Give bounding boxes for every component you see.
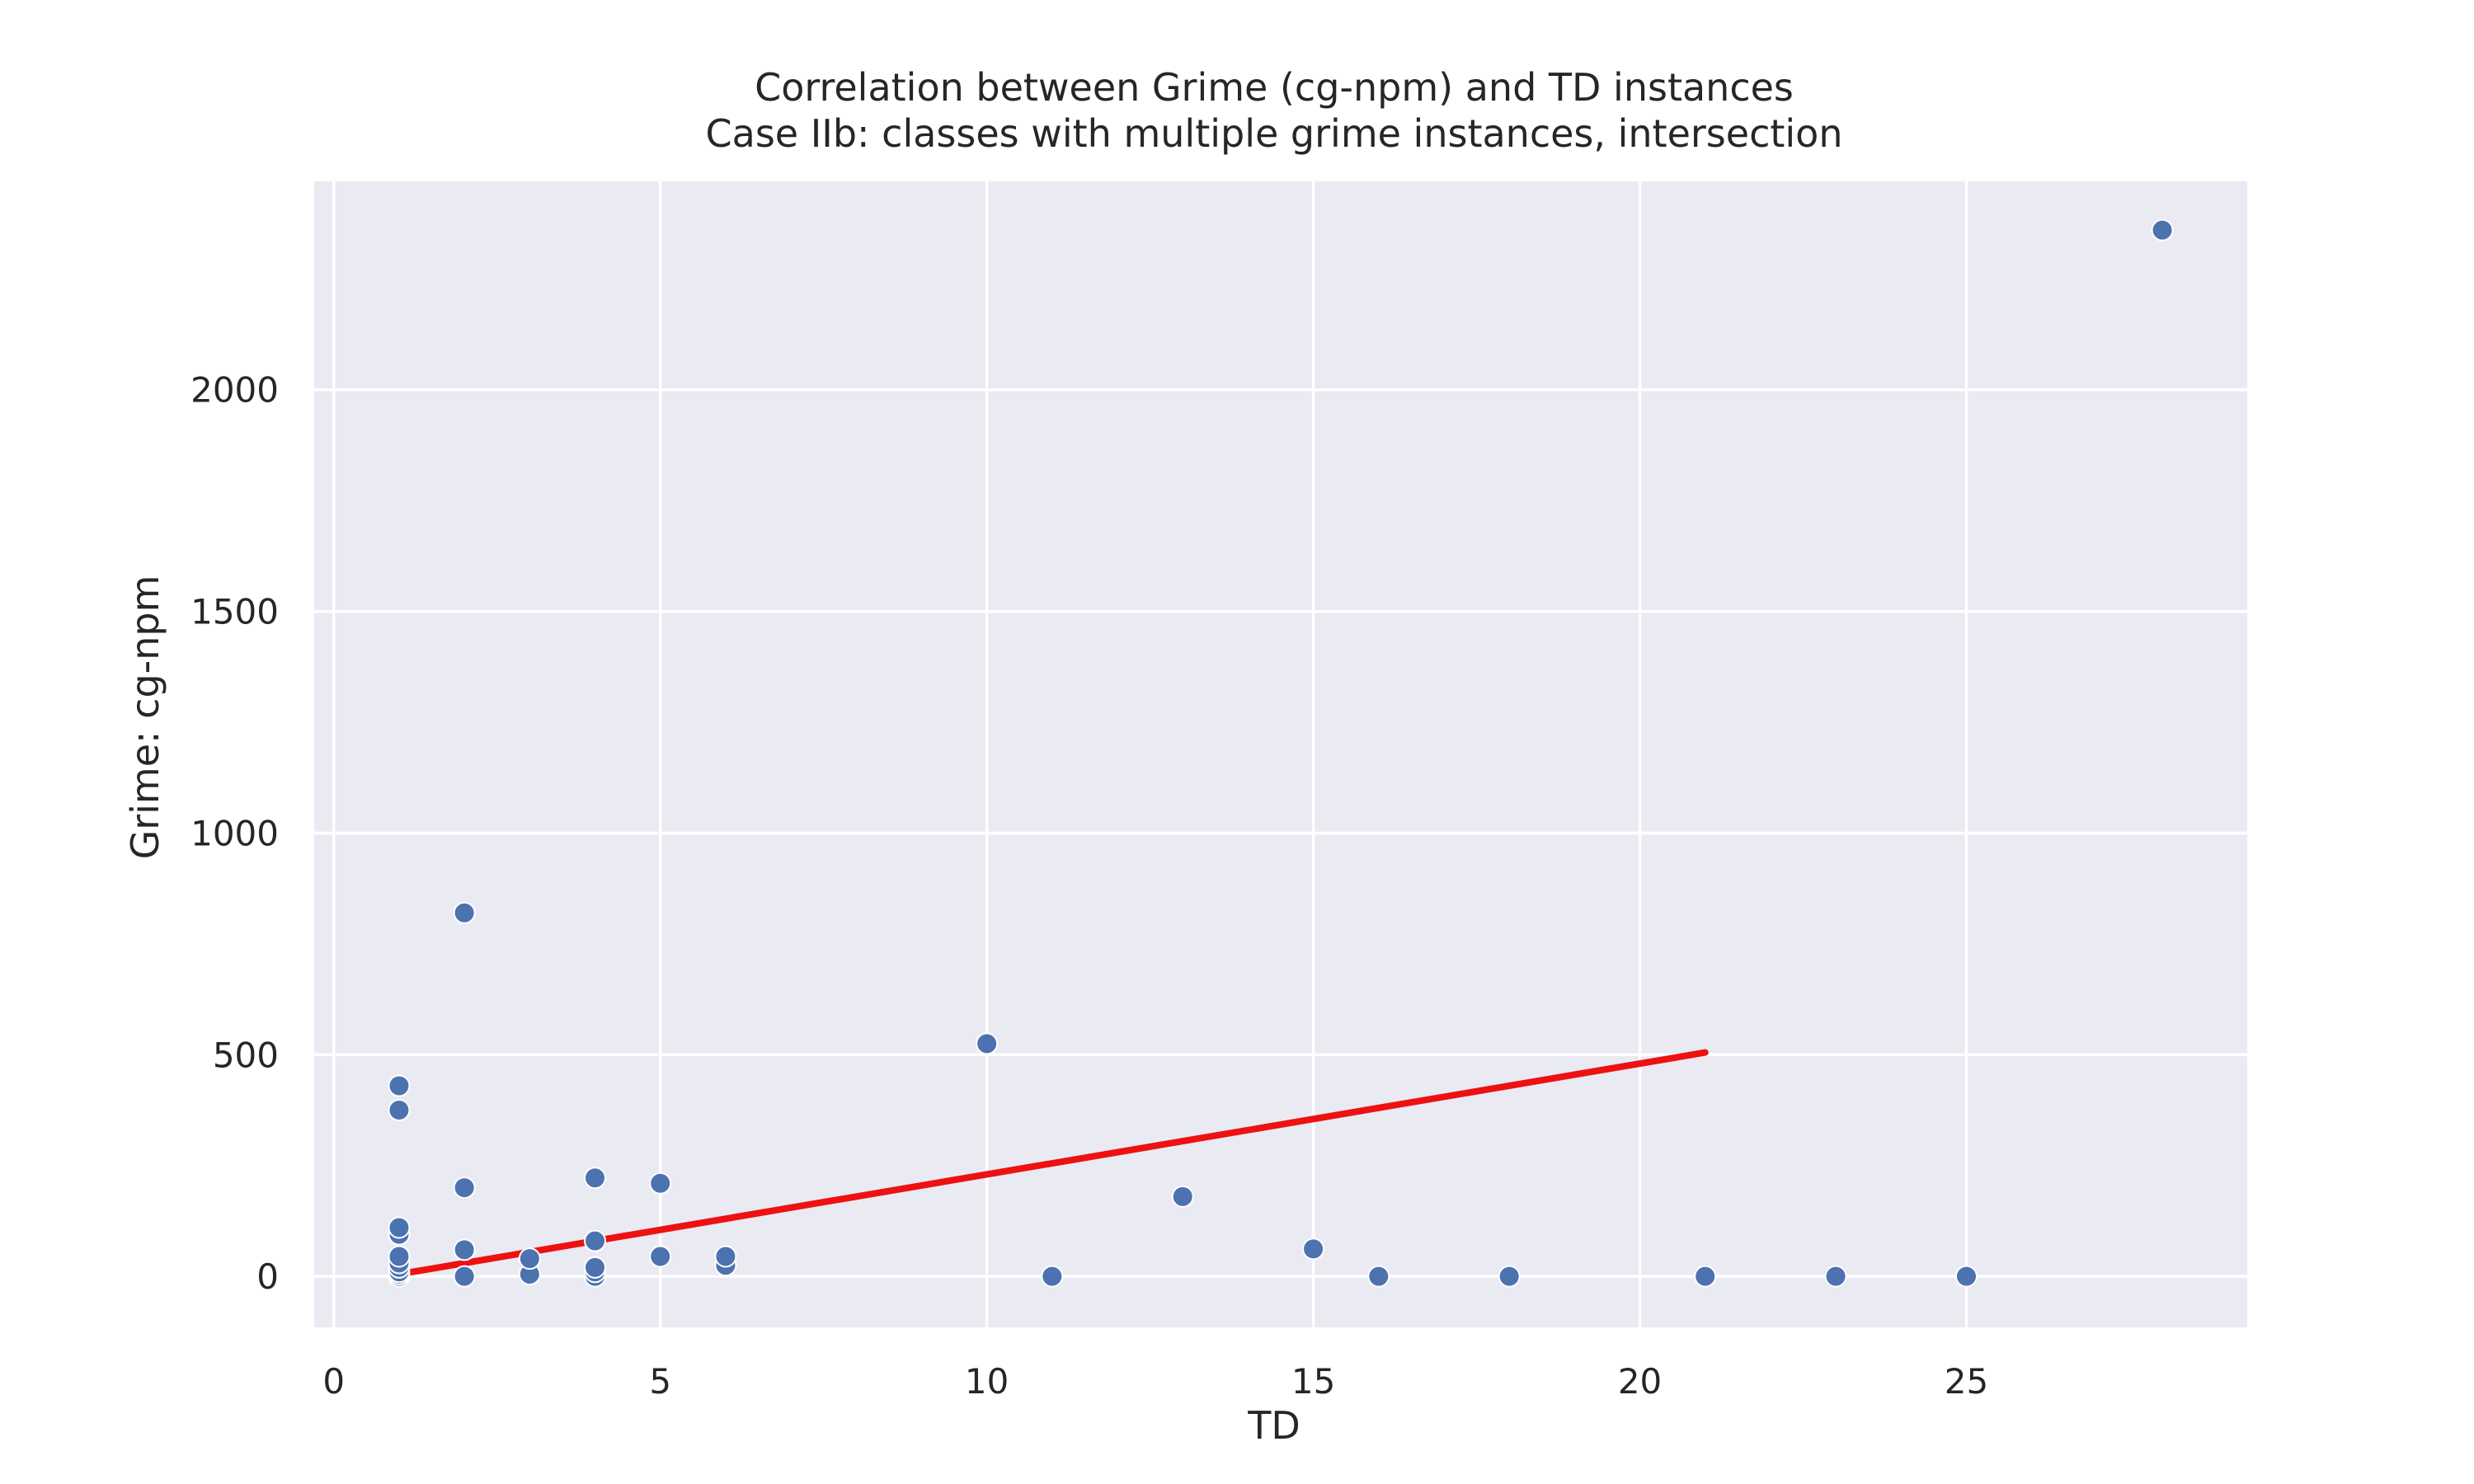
- y-tick-label: 1500: [190, 592, 279, 632]
- scatter-point: [584, 1229, 607, 1252]
- scatter-point: [453, 1265, 476, 1288]
- grid-lines: [314, 181, 2247, 1327]
- chart-subtitle: Case IIb: classes with multiple grime in…: [706, 111, 1843, 156]
- x-tick-label: 5: [649, 1361, 671, 1402]
- scatter-point: [388, 1245, 411, 1268]
- regression-layer: [395, 1049, 1709, 1278]
- scatter-point: [388, 1216, 411, 1239]
- x-tick-label: 20: [1618, 1361, 1662, 1402]
- scatter-points: [388, 218, 2174, 1288]
- scatter-point: [1367, 1265, 1390, 1288]
- x-axis-label: TD: [1247, 1403, 1300, 1448]
- scatter-point: [388, 1074, 411, 1097]
- x-tick-label: 25: [1945, 1361, 1988, 1402]
- scatter-point: [2151, 218, 2174, 242]
- scatter-point: [518, 1247, 541, 1270]
- chart-title: Correlation between Grime (cg-npm) and T…: [755, 65, 1794, 110]
- scatter-point: [1954, 1265, 1978, 1288]
- scatter-point: [584, 1167, 607, 1190]
- regression-line: [395, 1049, 1709, 1278]
- y-tick-label: 2000: [190, 370, 279, 411]
- scatter-point: [1498, 1265, 1521, 1288]
- y-tick-label: 500: [213, 1035, 279, 1075]
- x-tick-label: 0: [322, 1361, 345, 1402]
- scatter-point: [649, 1245, 672, 1268]
- x-tick-labels: 0 5 10 15 20 25: [322, 1361, 1988, 1402]
- y-tick-labels: 0 500 1000 1500 2000: [190, 370, 279, 1297]
- scatter-point: [1824, 1265, 1847, 1288]
- scatter-point: [649, 1172, 672, 1195]
- y-axis-label: Grime: cg-npm: [123, 575, 167, 860]
- x-tick-label: 10: [965, 1361, 1009, 1402]
- scatter-point: [584, 1256, 607, 1279]
- y-tick-label: 1000: [190, 813, 279, 853]
- scatter-point: [1694, 1265, 1717, 1288]
- y-tick-label: 0: [256, 1256, 279, 1297]
- scatter-point: [1171, 1185, 1194, 1208]
- scatter-point: [1302, 1237, 1325, 1261]
- scatter-point: [453, 901, 476, 924]
- scatter-point: [453, 1238, 476, 1261]
- scatter-point: [388, 1099, 411, 1122]
- scatter-point: [714, 1245, 737, 1268]
- plot-area: [314, 181, 2247, 1327]
- scatter-point: [1041, 1265, 1064, 1288]
- scatter-point: [453, 1176, 476, 1200]
- x-tick-label: 15: [1291, 1361, 1335, 1402]
- scatter-point: [976, 1032, 999, 1055]
